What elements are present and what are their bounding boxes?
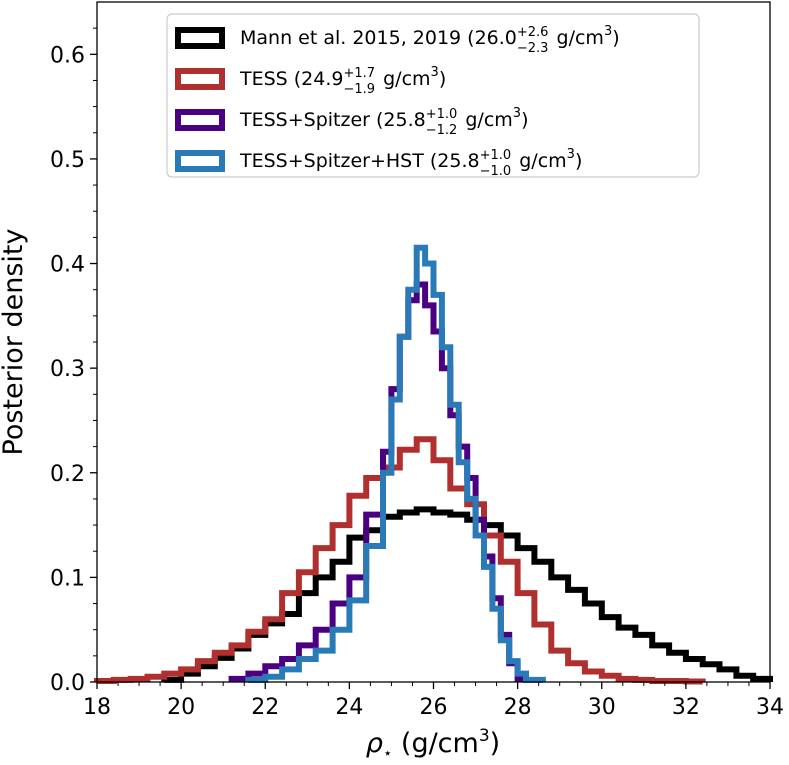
y-axis-title: Posterior density — [0, 229, 29, 456]
x-tick-label: 18 — [83, 695, 111, 720]
x-axis-title: ρ⋆ (g/cm3) — [366, 726, 500, 762]
legend-lower-error: −2.3 — [517, 41, 549, 56]
legend-unit-exponent: 3 — [567, 147, 575, 162]
legend-lower-error: −1.9 — [344, 82, 376, 97]
x-tick-label: 24 — [335, 695, 363, 720]
legend-label-main: TESS+Spitzer (25.8 — [239, 109, 426, 131]
legend-close: ) — [612, 27, 619, 49]
legend-unit-exponent: 3 — [604, 24, 612, 39]
legend-frame — [166, 13, 700, 178]
legend-unit: g/cm — [459, 109, 512, 131]
x-axis-close: ) — [490, 728, 501, 759]
y-tick-label: 0.1 — [50, 566, 85, 591]
y-tick-label: 0.6 — [50, 43, 85, 68]
legend-unit: g/cm — [513, 150, 566, 172]
x-tick-label: 26 — [420, 695, 448, 720]
histogram-series-2 — [94, 436, 706, 685]
x-tick-label: 20 — [167, 695, 195, 720]
x-tick-label: 28 — [504, 695, 532, 720]
x-axis-symbol: ρ — [366, 728, 383, 759]
legend-lower-error: −1.2 — [426, 123, 458, 138]
legend-swatch — [175, 109, 225, 131]
legend-label: TESS+Spitzer (25.8+1.0 −1.2 g/cm3) — [239, 106, 528, 138]
x-axis-subscript: ⋆ — [383, 744, 392, 762]
legend-unit-exponent: 3 — [513, 106, 521, 121]
legend-swatch — [175, 27, 225, 49]
legend-label-main: TESS (24.9 — [239, 68, 344, 90]
series-layer — [94, 244, 773, 685]
legend-unit-exponent: 3 — [431, 65, 439, 80]
histogram-series-4 — [245, 244, 546, 683]
legend-upper-error: +1.7 — [344, 66, 376, 81]
legend-label: TESS (24.9+1.7 −1.9 g/cm3) — [239, 65, 446, 97]
ticks-layer: 18 20 22 24 26 28 30 32 34 0.0 0.1 0.2 0.3 0.4 0.5 0.6 — [50, 27, 784, 720]
y-tick-label: 0.0 — [50, 671, 85, 696]
x-tick-label: 34 — [756, 695, 784, 720]
y-tick-label: 0.3 — [50, 357, 85, 382]
x-axis-unit: (g/cm — [392, 728, 479, 759]
legend-label: Mann et al. 2015, 2019 (26.0+2.6 −2.3 g/c… — [240, 24, 620, 56]
legend-swatch — [175, 150, 225, 172]
legend-label: TESS+Spitzer+HST (25.8+1.0 −1.0 g/cm3) — [239, 147, 582, 179]
legend-entry: TESS (24.9+1.7 −1.9 g/cm3) — [175, 65, 446, 97]
legend-upper-error: +1.0 — [426, 107, 458, 122]
legend-close: ) — [575, 150, 582, 172]
y-tick-label: 0.2 — [50, 462, 85, 487]
x-tick-label: 32 — [672, 695, 700, 720]
legend-upper-error: +2.6 — [517, 25, 549, 40]
x-axis-unit-exponent: 3 — [479, 726, 490, 746]
y-tick-label: 0.5 — [50, 148, 85, 173]
y-tick-label: 0.4 — [50, 253, 85, 278]
legend-entry: TESS+Spitzer (25.8+1.0 −1.2 g/cm3) — [175, 106, 528, 138]
legend-label-main: Mann et al. 2015, 2019 (26.0 — [240, 27, 517, 49]
x-tick-label: 22 — [251, 695, 279, 720]
legend-close: ) — [439, 68, 446, 90]
legend-unit: g/cm — [377, 68, 430, 90]
legend-close: ) — [521, 109, 528, 131]
legend-unit: g/cm — [550, 27, 603, 49]
x-tick-label: 30 — [588, 695, 616, 720]
legend-lower-error: −1.0 — [480, 164, 512, 179]
legend-entry: Mann et al. 2015, 2019 (26.0+2.6 −2.3 g/c… — [175, 24, 620, 56]
legend-label-main: TESS+Spitzer+HST (25.8 — [239, 150, 480, 172]
legend-upper-error: +1.0 — [480, 148, 512, 163]
legend: Mann et al. 2015, 2019 (26.0+2.6 −2.3 g/c… — [166, 13, 700, 179]
legend-entry: TESS+Spitzer+HST (25.8+1.0 −1.0 g/cm3) — [175, 147, 582, 179]
legend-swatch — [175, 68, 225, 90]
